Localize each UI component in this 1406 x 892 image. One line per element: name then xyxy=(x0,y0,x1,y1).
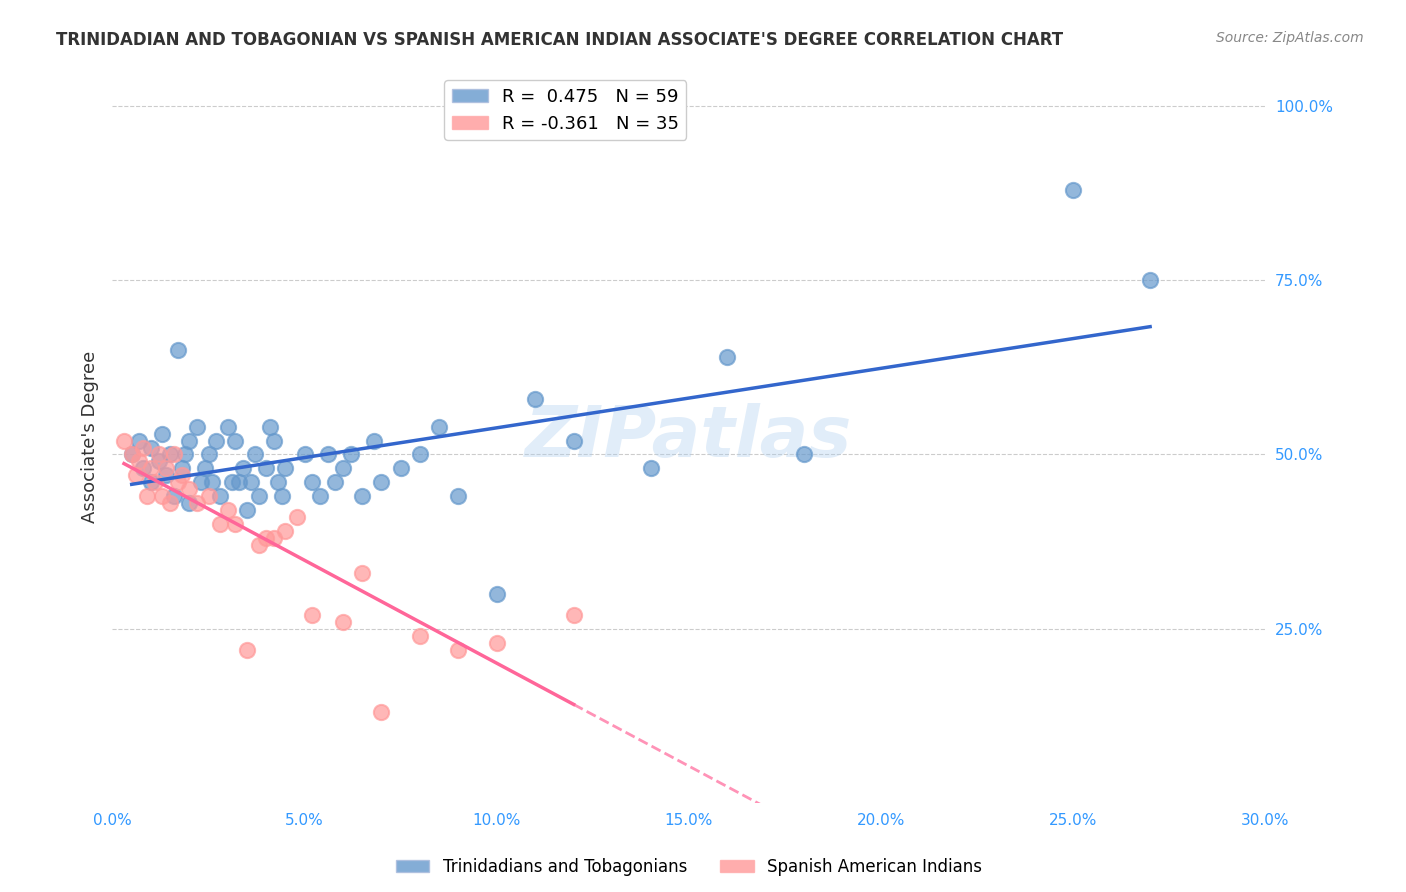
Point xyxy=(205,434,228,448)
Point xyxy=(339,448,361,462)
Point xyxy=(247,538,270,552)
Point xyxy=(209,517,232,532)
Point xyxy=(163,448,186,462)
Point xyxy=(217,419,239,434)
Legend: Trinidadians and Tobagonians, Spanish American Indians: Trinidadians and Tobagonians, Spanish Am… xyxy=(389,851,988,882)
Point xyxy=(301,475,323,490)
Point xyxy=(294,448,316,462)
Point xyxy=(274,461,297,475)
Point xyxy=(186,419,208,434)
Point xyxy=(209,489,232,503)
Point xyxy=(247,489,270,503)
Point xyxy=(263,434,285,448)
Point xyxy=(121,448,143,462)
Point xyxy=(224,434,246,448)
Point xyxy=(217,503,239,517)
Point xyxy=(427,419,450,434)
Point xyxy=(224,517,246,532)
Point xyxy=(221,475,243,490)
Point xyxy=(263,531,285,545)
Point xyxy=(640,461,662,475)
Point xyxy=(325,475,347,490)
Point xyxy=(166,343,188,357)
Point xyxy=(370,475,392,490)
Point xyxy=(267,475,290,490)
Point xyxy=(190,475,212,490)
Point xyxy=(139,461,162,475)
Point xyxy=(352,566,374,580)
Point xyxy=(332,615,354,629)
Point xyxy=(121,448,143,462)
Point xyxy=(152,489,174,503)
Point xyxy=(139,441,162,455)
Point xyxy=(197,489,219,503)
Point xyxy=(243,448,266,462)
Point xyxy=(148,448,170,462)
Point xyxy=(124,468,146,483)
Text: TRINIDADIAN AND TOBAGONIAN VS SPANISH AMERICAN INDIAN ASSOCIATE'S DEGREE CORRELA: TRINIDADIAN AND TOBAGONIAN VS SPANISH AM… xyxy=(56,31,1063,49)
Point xyxy=(148,454,170,468)
Point xyxy=(159,496,181,510)
Point xyxy=(485,587,508,601)
Point xyxy=(316,448,339,462)
Point xyxy=(155,468,177,483)
Point xyxy=(254,461,277,475)
Point xyxy=(179,434,201,448)
Point xyxy=(239,475,262,490)
Point xyxy=(201,475,224,490)
Point xyxy=(716,350,738,364)
Point xyxy=(562,434,585,448)
Point xyxy=(194,461,217,475)
Point xyxy=(409,448,432,462)
Point xyxy=(174,448,197,462)
Point xyxy=(163,489,186,503)
Point xyxy=(389,461,412,475)
Point xyxy=(132,441,155,455)
Point xyxy=(112,434,135,448)
Point xyxy=(285,510,308,524)
Y-axis label: Associate's Degree: Associate's Degree xyxy=(80,351,98,524)
Point xyxy=(370,705,392,719)
Point xyxy=(179,496,201,510)
Point xyxy=(447,642,470,657)
Point xyxy=(128,454,150,468)
Point xyxy=(159,448,181,462)
Point xyxy=(562,607,585,622)
Point xyxy=(155,461,177,475)
Point xyxy=(143,475,166,490)
Text: ZIPatlas: ZIPatlas xyxy=(526,402,852,472)
Point xyxy=(524,392,547,406)
Point xyxy=(309,489,332,503)
Point xyxy=(254,531,277,545)
Point xyxy=(793,448,815,462)
Point xyxy=(409,629,432,643)
Point xyxy=(170,461,193,475)
Point xyxy=(232,461,254,475)
Point xyxy=(332,461,354,475)
Point xyxy=(152,426,174,441)
Point xyxy=(128,434,150,448)
Point xyxy=(259,419,281,434)
Point xyxy=(363,434,385,448)
Point xyxy=(228,475,250,490)
Point xyxy=(301,607,323,622)
Point xyxy=(270,489,292,503)
Text: Source: ZipAtlas.com: Source: ZipAtlas.com xyxy=(1216,31,1364,45)
Point xyxy=(170,468,193,483)
Point xyxy=(1139,273,1161,287)
Point xyxy=(274,524,297,538)
Point xyxy=(132,461,155,475)
Point xyxy=(485,635,508,649)
Point xyxy=(447,489,470,503)
Point xyxy=(1062,183,1084,197)
Point xyxy=(136,489,159,503)
Point xyxy=(236,503,259,517)
Point xyxy=(352,489,374,503)
Point xyxy=(179,483,201,497)
Point xyxy=(186,496,208,510)
Point xyxy=(236,642,259,657)
Point xyxy=(197,448,219,462)
Point xyxy=(139,475,162,490)
Point xyxy=(166,475,188,490)
